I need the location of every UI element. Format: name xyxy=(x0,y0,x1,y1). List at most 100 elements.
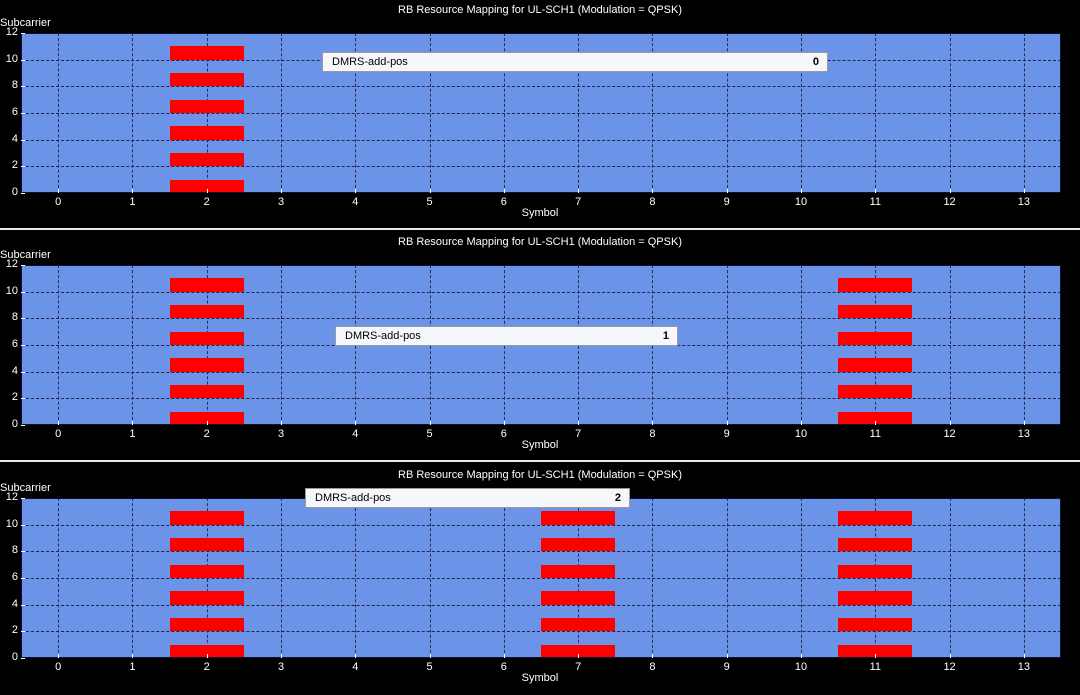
x-axis-label-2: Symbol xyxy=(521,672,559,684)
x-axis-tick-mark xyxy=(801,654,802,658)
y-axis-tick-label: 2 xyxy=(11,159,18,172)
x-axis-tick-label: 8 xyxy=(649,196,656,208)
x-axis-tick-label: 3 xyxy=(277,661,285,673)
panel-title-1: RB Resource Mapping for UL-SCH1 (Modulat… xyxy=(398,236,682,248)
gridline-vertical xyxy=(132,33,134,193)
x-axis-tick-mark xyxy=(726,421,728,425)
dmrs-cell xyxy=(169,644,244,658)
dmrs-cell xyxy=(541,618,616,632)
gridline-horizontal xyxy=(21,166,1061,168)
x-axis-tick-label: 0 xyxy=(55,196,62,208)
x-axis-tick-mark xyxy=(429,421,431,425)
y-axis-tick-mark xyxy=(21,631,25,633)
dmrs-cell xyxy=(838,564,913,578)
x-axis-tick-label: 4 xyxy=(352,196,359,208)
y-axis-tick-mark xyxy=(21,291,25,293)
x-axis-tick-label: 5 xyxy=(426,428,433,440)
y-axis-tick-mark xyxy=(21,193,25,194)
x-axis-tick-mark xyxy=(503,189,505,193)
dmrs-cell xyxy=(169,278,244,292)
x-axis-tick-label: 3 xyxy=(277,196,285,208)
x-axis-tick-label: 9 xyxy=(723,661,730,673)
x-axis-tick-mark xyxy=(429,189,431,193)
x-axis-tick-mark xyxy=(132,421,134,425)
y-axis-tick-mark xyxy=(21,578,25,579)
x-axis-tick-mark xyxy=(281,421,282,425)
x-axis-tick-label: 5 xyxy=(426,196,433,208)
x-axis-tick-mark xyxy=(355,189,357,193)
gridline-vertical xyxy=(503,498,505,658)
resource-grid-panel-2: RB Resource Mapping for UL-SCH1 (Modulat… xyxy=(0,465,1080,695)
gridline-vertical xyxy=(652,33,654,193)
plot-area-0 xyxy=(21,33,1061,193)
gridline-vertical xyxy=(726,265,728,425)
y-axis-tick-mark xyxy=(21,425,25,426)
y-axis-label-0: Subcarrier xyxy=(0,17,51,29)
dmrs-add-pos-annotation-2[interactable]: DMRS-add-pos 2 xyxy=(305,488,630,508)
x-axis-tick-mark xyxy=(949,421,951,425)
dmrs-cell xyxy=(169,511,244,525)
dmrs-cell xyxy=(838,385,913,399)
gridline-vertical xyxy=(355,498,357,658)
x-axis-tick-label: 1 xyxy=(129,661,136,673)
x-axis-tick-mark xyxy=(1023,421,1025,425)
x-axis-tick-mark xyxy=(578,421,580,425)
dmrs-add-pos-annotation-1[interactable]: DMRS-add-pos 1 xyxy=(335,326,678,346)
gridline-horizontal xyxy=(21,86,1061,88)
dmrs-add-pos-value-1: 1 xyxy=(662,330,669,342)
x-axis-tick-label: 4 xyxy=(352,428,359,440)
gridline-vertical xyxy=(726,33,728,193)
dmrs-add-pos-value-2: 2 xyxy=(614,492,621,504)
dmrs-cell xyxy=(169,126,244,140)
gridline-horizontal xyxy=(21,113,1061,114)
gridline-horizontal xyxy=(21,578,1061,579)
y-axis-tick-label: 12 xyxy=(5,258,18,270)
dmrs-cell xyxy=(169,538,244,552)
x-axis-tick-mark xyxy=(206,189,208,193)
x-axis-tick-label: 6 xyxy=(500,196,507,208)
plot-area-2 xyxy=(21,498,1061,658)
gridline-vertical xyxy=(58,265,60,425)
dmrs-add-pos-label-2: DMRS-add-pos xyxy=(315,492,391,504)
x-axis-tick-mark xyxy=(132,654,134,658)
gridline-vertical xyxy=(206,33,208,193)
y-axis-tick-label: 10 xyxy=(5,52,18,65)
x-axis-tick-mark xyxy=(801,189,802,193)
x-axis-tick-label: 9 xyxy=(723,196,730,208)
x-axis-tick-label: 2 xyxy=(203,196,210,208)
panel-divider-1 xyxy=(0,460,1080,462)
dmrs-cell xyxy=(838,305,913,319)
y-axis-tick-mark xyxy=(21,265,25,266)
dmrs-cell xyxy=(838,358,913,372)
y-axis-tick-mark xyxy=(21,59,25,61)
y-axis-tick-label: 10 xyxy=(5,517,18,530)
gridline-vertical xyxy=(1023,498,1025,658)
gridline-vertical xyxy=(578,33,580,193)
x-axis-tick-label: 11 xyxy=(869,196,881,208)
x-axis-tick-mark xyxy=(1023,654,1025,658)
y-axis-tick-mark xyxy=(21,498,25,499)
dmrs-cell xyxy=(169,358,244,372)
dmrs-cell xyxy=(838,278,913,292)
gridline-vertical xyxy=(281,265,282,425)
x-axis-tick-mark xyxy=(58,654,60,658)
x-axis-tick-label: 8 xyxy=(649,428,656,440)
gridline-vertical xyxy=(429,498,431,658)
panel-title-0: RB Resource Mapping for UL-SCH1 (Modulat… xyxy=(398,4,682,16)
gridline-horizontal xyxy=(21,371,1061,373)
gridline-vertical xyxy=(801,265,802,425)
dmrs-add-pos-annotation-0[interactable]: DMRS-add-pos 0 xyxy=(322,52,828,72)
x-axis-tick-label: 4 xyxy=(352,661,359,673)
y-axis-tick-label: 4 xyxy=(11,132,18,145)
y-axis-tick-label: 2 xyxy=(11,624,18,637)
y-axis-tick-label: 6 xyxy=(11,571,18,583)
x-axis-tick-label: 1 xyxy=(129,428,136,440)
x-axis-tick-mark xyxy=(429,654,431,658)
dmrs-cell xyxy=(838,538,913,552)
x-axis-tick-label: 11 xyxy=(869,661,881,673)
panel-title-2: RB Resource Mapping for UL-SCH1 (Modulat… xyxy=(398,469,682,481)
x-axis-tick-mark xyxy=(875,189,877,193)
x-axis-tick-mark xyxy=(281,654,282,658)
y-axis-tick-label: 10 xyxy=(5,284,18,297)
dmrs-cell xyxy=(169,179,244,193)
